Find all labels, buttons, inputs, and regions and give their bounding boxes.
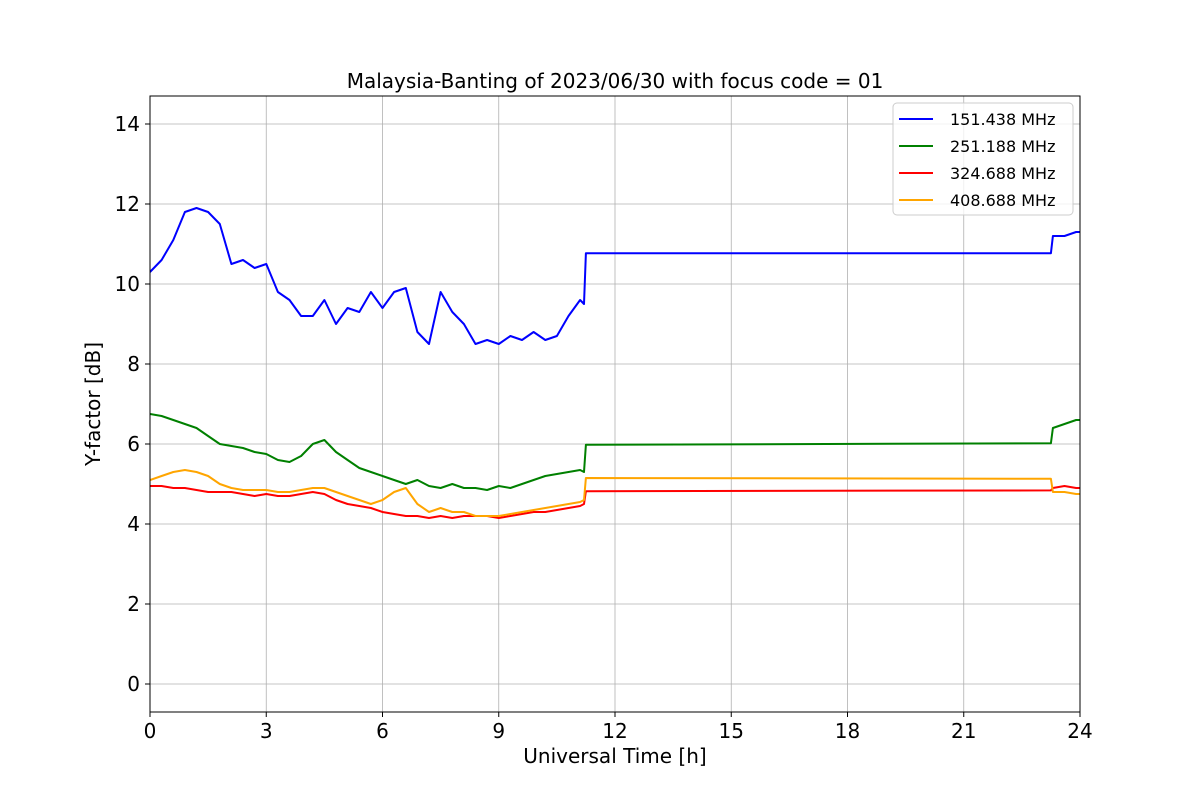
legend-box	[892, 102, 1074, 216]
series-line-1	[150, 413, 1080, 491]
x-tick-label: 12	[602, 719, 627, 743]
y-tick-label: 12	[115, 192, 140, 216]
x-tick-label: 6	[376, 719, 389, 743]
series-line-3	[150, 469, 1080, 517]
y-tick-label: 4	[127, 512, 140, 536]
series-line-2	[150, 485, 1080, 519]
x-tick-label: 21	[951, 719, 976, 743]
y-tick-label: 14	[115, 112, 140, 136]
y-tick-label: 10	[115, 272, 140, 296]
legend-label-3: 408.688 MHz	[950, 191, 1055, 210]
x-tick-label: 24	[1067, 719, 1092, 743]
legend: 151.438 MHz 251.188 MHz 324.688 MHz 408.688…	[892, 102, 1074, 216]
y-tick-label: 8	[127, 352, 140, 376]
legend-label-1: 251.188 MHz	[950, 137, 1055, 156]
x-axis-label: Universal Time [h]	[523, 744, 706, 768]
series-line-0	[150, 207, 1080, 345]
legend-label-2: 324.688 MHz	[950, 164, 1055, 183]
y-axis-label: Y-factor [dB]	[81, 342, 105, 467]
x-tick-label: 15	[719, 719, 744, 743]
x-tick-label: 18	[835, 719, 860, 743]
y-tick-label: 6	[127, 432, 140, 456]
y-tick-label: 2	[127, 592, 140, 616]
plot-area	[150, 207, 1080, 519]
x-tick-label: 9	[492, 719, 505, 743]
legend-label-0: 151.438 MHz	[950, 110, 1055, 129]
x-tick-label: 3	[260, 719, 273, 743]
y-tick-label: 0	[127, 672, 140, 696]
x-tick-label: 0	[144, 719, 157, 743]
chart-title: Malaysia-Banting of 2023/06/30 with focu…	[347, 69, 884, 93]
